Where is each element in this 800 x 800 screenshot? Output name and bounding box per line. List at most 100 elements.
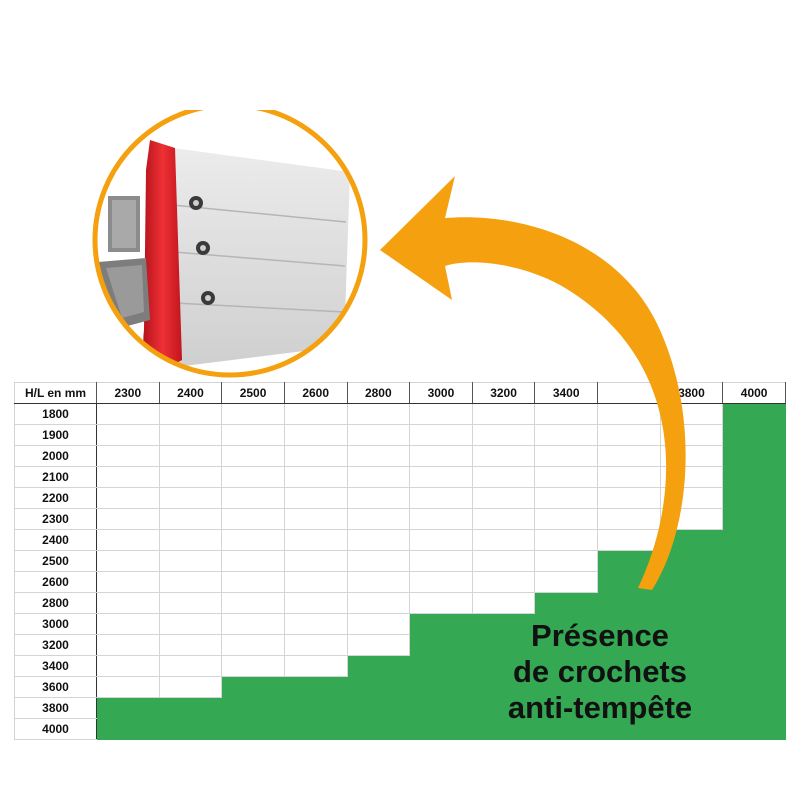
table-cell	[722, 655, 786, 677]
table-cell	[409, 571, 473, 593]
table-cell	[158, 508, 223, 530]
corner-header: H/L en mm	[14, 382, 97, 404]
table-cell	[659, 529, 724, 551]
table-cell	[96, 424, 160, 446]
row-header: 2200	[14, 487, 97, 509]
table-row: 2500	[14, 550, 786, 572]
table-cell	[597, 676, 661, 698]
slat-joint	[174, 302, 345, 313]
table-cell	[346, 718, 411, 740]
column-header: 3800	[659, 382, 724, 404]
table-cell	[221, 403, 285, 425]
table-row: 2100	[14, 466, 786, 488]
table-cell	[534, 403, 598, 425]
table-cell	[722, 445, 786, 467]
anti-storm-hooks-caption: Présence de crochets anti-tempête	[470, 618, 730, 726]
table-cell	[283, 655, 348, 677]
table-cell	[96, 529, 160, 551]
column-header: 3400	[534, 382, 598, 404]
table-cell	[96, 613, 160, 635]
table-cell	[346, 550, 411, 572]
table-cell	[221, 424, 285, 446]
table-cell	[409, 508, 473, 530]
table-cell	[597, 718, 661, 740]
table-cell	[221, 571, 285, 593]
table-cell	[283, 718, 348, 740]
table-cell	[283, 508, 348, 530]
table-row: 1800	[14, 403, 786, 425]
table-cell	[221, 550, 285, 572]
table-cell	[534, 508, 598, 530]
table-cell	[346, 634, 411, 656]
row-header: 1800	[14, 403, 97, 425]
table-cell	[597, 424, 661, 446]
table-cell	[471, 424, 536, 446]
row-header: 2100	[14, 466, 97, 488]
table-cell	[597, 613, 661, 635]
table-cell	[346, 403, 411, 425]
table-cell	[534, 592, 598, 614]
table-cell	[346, 424, 411, 446]
table-cell	[346, 508, 411, 530]
caption-line: Présence	[531, 618, 669, 653]
table-cell	[597, 466, 661, 488]
table-cell	[534, 550, 598, 572]
table-cell	[221, 676, 285, 698]
table-cell	[221, 592, 285, 614]
table-cell	[346, 571, 411, 593]
table-cell	[597, 403, 661, 425]
column-header	[597, 382, 661, 404]
table-row: 3000	[14, 613, 786, 635]
table-cell	[471, 655, 536, 677]
table-cell	[158, 571, 223, 593]
table-cell	[96, 550, 160, 572]
row-header: 2600	[14, 571, 97, 593]
table-cell	[722, 571, 786, 593]
table-cell	[659, 613, 724, 635]
table-header-row: H/L en mm 2300 2400 2500 2600 2800 3000 3200 34…	[14, 382, 786, 404]
row-header: 3400	[14, 655, 97, 677]
table-cell	[158, 655, 223, 677]
table-cell	[221, 613, 285, 635]
table-cell	[722, 487, 786, 509]
table-cell	[283, 550, 348, 572]
table-cell	[534, 529, 598, 551]
table-cell	[221, 466, 285, 488]
table-cell	[283, 634, 348, 656]
table-cell	[597, 445, 661, 467]
table-cell	[96, 508, 160, 530]
table-cell	[659, 676, 724, 698]
table-cell	[221, 529, 285, 551]
table-cell	[96, 592, 160, 614]
row-header: 3600	[14, 676, 97, 698]
table-cell	[597, 571, 661, 593]
table-cell	[534, 571, 598, 593]
table-cell	[534, 613, 598, 635]
table-cell	[221, 655, 285, 677]
table-cell	[471, 529, 536, 551]
row-header: 1900	[14, 424, 97, 446]
table-cell	[283, 529, 348, 551]
table-cell	[221, 634, 285, 656]
table-cell	[534, 424, 598, 446]
table-row: 2000	[14, 445, 786, 467]
table-cell	[722, 613, 786, 635]
table-cell	[471, 550, 536, 572]
table-cell	[409, 550, 473, 572]
table-cell	[597, 592, 661, 614]
table-cell	[534, 445, 598, 467]
row-header: 2800	[14, 592, 97, 614]
table-cell	[722, 634, 786, 656]
table-cell	[722, 508, 786, 530]
table-cell	[283, 676, 348, 698]
hook-closeup-image	[92, 110, 368, 378]
table-cell	[346, 655, 411, 677]
table-cell	[346, 592, 411, 614]
table-cell	[597, 508, 661, 530]
table-cell	[659, 466, 724, 488]
table-cell	[221, 508, 285, 530]
table-cell	[221, 487, 285, 509]
table-cell	[158, 718, 223, 740]
column-header: 3000	[409, 382, 473, 404]
